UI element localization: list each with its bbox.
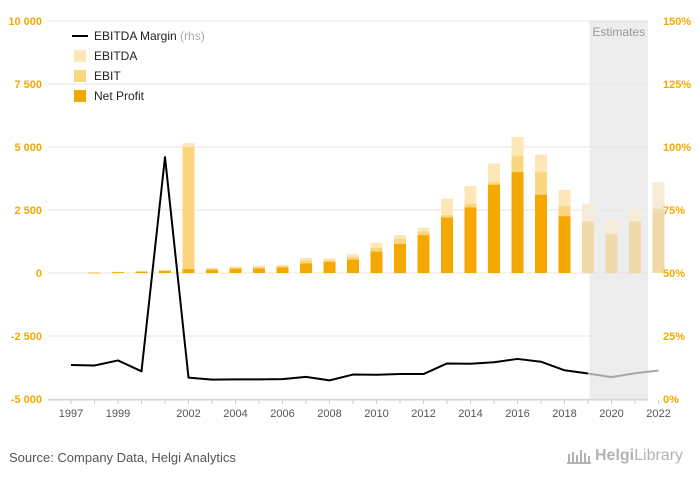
right-tick-label: 25% [663,331,685,343]
bars [88,136,665,274]
chart: Estimates -5 000 -2 500 0 2 500 5 000 7 500 10… [8,16,691,420]
bar-net-profit [323,261,336,273]
left-axis: -5 000 -2 500 0 2 500 5 000 7 500 10 000 [8,16,42,406]
left-tick-label: 2 500 [14,205,42,217]
bar-net-profit [229,268,242,273]
helgi-library-logo: HelgiLibrary [566,446,683,465]
building-icon [567,450,591,464]
bar-net-profit [511,172,524,273]
legend: EBITDA Margin (rhs) EBITDA EBIT Net Profit [72,29,205,103]
bar-net-profit [464,207,477,273]
logo-text-1: Helgi [595,447,635,464]
bar-net-profit [88,272,101,274]
bar-net-profit [135,271,148,273]
right-tick-label: 125% [663,79,691,91]
bar-net-profit [182,269,195,273]
legend-swatch-ebit [74,70,86,82]
margin-line [70,156,659,382]
left-tick-label: 0 [36,268,42,280]
bar-net-profit [582,225,594,273]
legend-label-net-profit: Net Profit [94,89,145,103]
x-tick-label: 2020 [599,408,623,420]
left-tick-label: -5 000 [11,394,42,406]
x-tick-label: 2004 [223,408,247,420]
bar-net-profit [206,269,218,273]
legend-label-ebitda: EBITDA [94,49,137,63]
bar-net-profit [276,267,289,273]
gridlines [48,20,648,400]
left-tick-label: 10 000 [8,16,42,28]
line-ebitda-margin-estimate [587,369,659,379]
bar-net-profit [417,235,430,273]
x-tick-label: 2008 [317,408,341,420]
right-tick-label: 0% [663,394,679,406]
x-tick-label: 2010 [364,408,388,420]
source-note: Source: Company Data, Helgi Analytics [9,450,236,465]
legend-label-ebit: EBIT [94,69,121,83]
bar-net-profit [253,268,265,273]
right-axis: 0% 25% 50% 75% 100% 125% 150% [663,16,691,406]
bar-net-profit [441,217,453,273]
x-tick-label: 2006 [270,408,294,420]
legend-label-ebitda-margin: EBITDA Margin (rhs) [94,29,205,43]
left-tick-label: 5 000 [14,142,42,154]
bar-net-profit [652,213,665,273]
legend-swatch-net-profit [74,90,86,102]
right-tick-label: 75% [663,205,685,217]
bar-net-profit [535,194,547,273]
bar-net-profit [488,184,500,273]
bar-net-profit [112,272,124,273]
x-tick-label: 2022 [646,408,670,420]
bar-net-profit [347,259,359,273]
x-axis: 1997 1999 2002 2004 2006 2008 2010 2012 2014 2016… [48,399,671,420]
bar-net-profit [300,263,312,273]
right-tick-label: 150% [663,16,691,28]
bar-net-profit [629,223,641,273]
legend-suffix: (rhs) [177,29,205,43]
estimates-label: Estimates [592,25,645,39]
bar-net-profit [159,270,171,273]
x-tick-label: 2016 [505,408,529,420]
x-tick-label: 2002 [176,408,200,420]
right-tick-label: 100% [663,142,691,154]
x-tick-label: 2018 [552,408,576,420]
logo-text-2: Library [634,447,684,464]
bar-net-profit [394,244,406,273]
left-tick-label: 7 500 [14,79,42,91]
bar-ebit [182,147,195,273]
x-tick-label: 1999 [106,408,130,420]
x-tick-label: 2012 [411,408,435,420]
legend-swatch-ebitda [74,50,86,62]
left-tick-label: -2 500 [11,331,42,343]
x-tick-label: 2014 [458,408,482,420]
bar-net-profit [370,251,383,273]
right-tick-label: 50% [663,268,685,280]
line-ebitda-margin [70,156,589,382]
bar-net-profit [605,237,618,273]
bar-net-profit [558,216,571,273]
x-tick-label: 1997 [59,408,83,420]
